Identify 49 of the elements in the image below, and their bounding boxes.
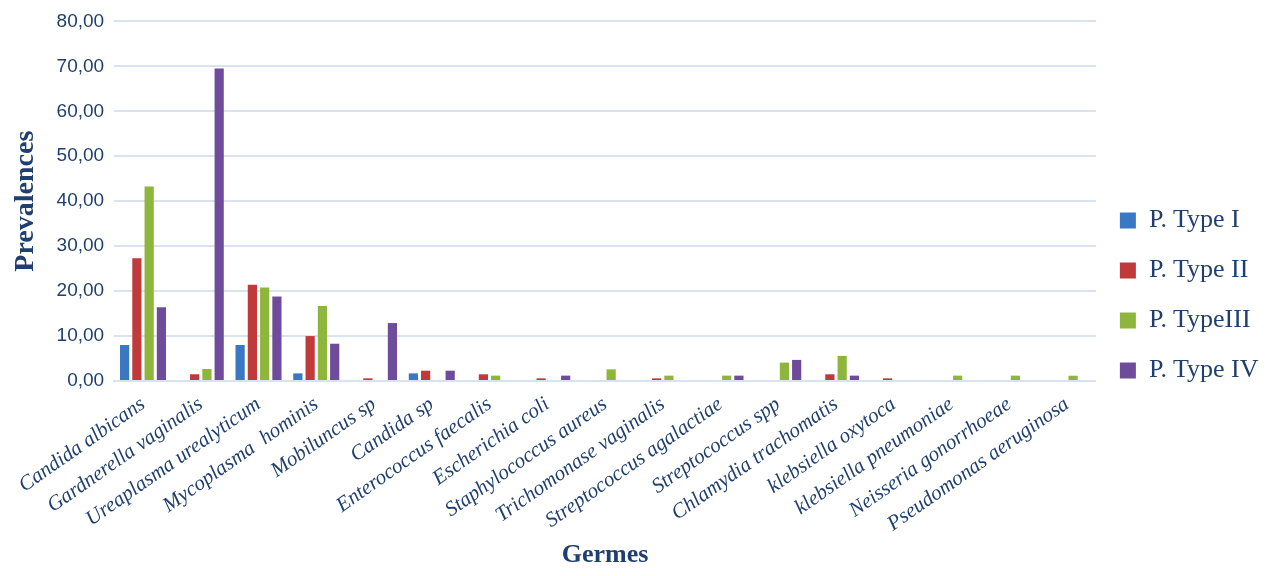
bar [606, 369, 616, 381]
bar [317, 305, 328, 381]
legend-label: P. Type II [1148, 254, 1249, 284]
bar [478, 374, 488, 381]
bar [561, 375, 571, 381]
bar [293, 373, 303, 381]
bar [120, 345, 130, 381]
bar [190, 374, 200, 381]
bar [156, 307, 167, 381]
bar [849, 375, 860, 381]
bar [837, 355, 847, 381]
y-tick-label: 40,00 [56, 189, 105, 211]
bar [260, 287, 270, 381]
bar [214, 68, 224, 381]
bar [779, 362, 789, 381]
bar [408, 373, 418, 381]
bar [387, 323, 398, 381]
bar [722, 375, 732, 381]
y-tick-label: 80,00 [56, 9, 105, 31]
bar [305, 336, 315, 381]
bar [792, 359, 802, 381]
bar [445, 370, 455, 381]
bar [1010, 375, 1020, 381]
y-tick-label: 30,00 [56, 234, 105, 256]
y-tick-label: 70,00 [56, 54, 105, 76]
bar [247, 284, 257, 381]
bar [144, 186, 154, 381]
legend-label: P. Type I [1148, 204, 1240, 234]
legend-label: P. TypeIII [1148, 304, 1251, 334]
legend-label: P. Type IV [1148, 354, 1259, 384]
bar [202, 368, 212, 381]
y-tick-label: 10,00 [56, 324, 105, 346]
x-axis-title: Germes [561, 539, 649, 569]
bar [421, 370, 431, 381]
bar [132, 258, 142, 381]
bar [235, 345, 245, 381]
bar [491, 375, 501, 381]
y-tick-label: 0,00 [67, 369, 105, 391]
bar [953, 375, 963, 381]
y-axis-title: Prevalences [8, 130, 40, 272]
y-tick-label: 20,00 [56, 279, 105, 301]
bar [1068, 375, 1078, 381]
bar [734, 375, 744, 381]
bar [825, 374, 835, 381]
bar [272, 296, 282, 381]
y-tick-label: 50,00 [56, 144, 105, 166]
bar [664, 375, 674, 381]
bar [330, 343, 340, 381]
y-tick-label: 60,00 [56, 99, 105, 121]
